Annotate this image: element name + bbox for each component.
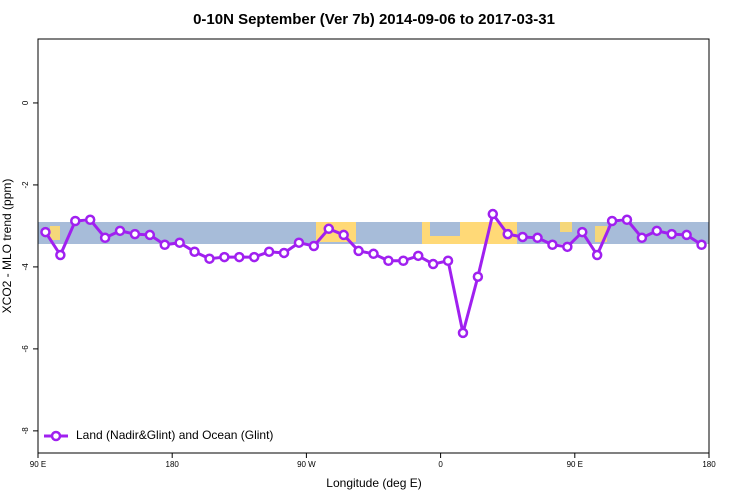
- data-point: [174, 237, 185, 248]
- x-tick-label: 90 W: [297, 460, 316, 469]
- data-point: [189, 246, 200, 257]
- x-tick-label: 180: [702, 460, 716, 469]
- plot-frame: [37, 38, 710, 454]
- data-point: [114, 225, 126, 237]
- y-tick-label: 0: [21, 100, 30, 105]
- x-tick-label: 0: [438, 460, 443, 469]
- data-point: [248, 251, 260, 263]
- y-tick-label: -6: [21, 345, 30, 353]
- data-point: [84, 214, 96, 226]
- data-point: [144, 229, 156, 241]
- y-tick-label: -8: [21, 427, 30, 435]
- data-point: [427, 258, 439, 270]
- data-point: [368, 248, 379, 260]
- data-point: [502, 228, 513, 240]
- data-point: [487, 208, 499, 220]
- data-point: [457, 327, 469, 339]
- data-point: [383, 255, 394, 267]
- data-point: [204, 253, 215, 264]
- data-point: [129, 228, 141, 240]
- data-point: [651, 225, 663, 237]
- data-point: [159, 239, 170, 251]
- data-point: [621, 214, 633, 226]
- data-point: [219, 251, 230, 263]
- data-point: [532, 232, 543, 244]
- x-axis-label: Longitude (deg E): [326, 476, 421, 490]
- data-point: [577, 226, 588, 238]
- data-point: [323, 223, 335, 235]
- data-point: [606, 215, 618, 227]
- data-point: [412, 250, 424, 262]
- data-point: [293, 237, 305, 248]
- data-point: [562, 241, 573, 253]
- data-point: [99, 232, 111, 244]
- y-axis-label: XCO2 - MLO trend (ppm): [0, 179, 14, 314]
- data-point: [308, 240, 320, 252]
- chart-title: 0-10N September (Ver 7b) 2014-09-06 to 2…: [193, 11, 555, 28]
- data-point: [517, 231, 528, 243]
- y-tick-label: -4: [21, 263, 30, 271]
- data-point: [338, 229, 349, 241]
- legend-marker: [50, 430, 62, 442]
- data-point: [398, 255, 409, 267]
- data-point: [70, 215, 81, 227]
- data-point: [666, 228, 677, 240]
- x-tick-label: 90 E: [30, 460, 46, 469]
- data-point: [636, 232, 648, 244]
- y-tick-label: -2: [21, 181, 30, 189]
- data-point: [353, 245, 364, 257]
- data-point: [55, 249, 66, 261]
- data-point: [234, 251, 245, 263]
- data-point: [40, 226, 51, 238]
- x-tick-label: 180: [166, 460, 180, 469]
- legend-label: Land (Nadir&Glint) and Ocean (Glint): [76, 428, 273, 442]
- data-point: [547, 239, 558, 251]
- data-point: [591, 249, 603, 261]
- data-point: [696, 239, 707, 251]
- data-point: [472, 271, 484, 282]
- data-point: [681, 229, 692, 241]
- data-point: [278, 247, 290, 259]
- x-tick-label: 90 E: [567, 460, 583, 469]
- data-point: [263, 246, 275, 257]
- data-point: [442, 255, 454, 267]
